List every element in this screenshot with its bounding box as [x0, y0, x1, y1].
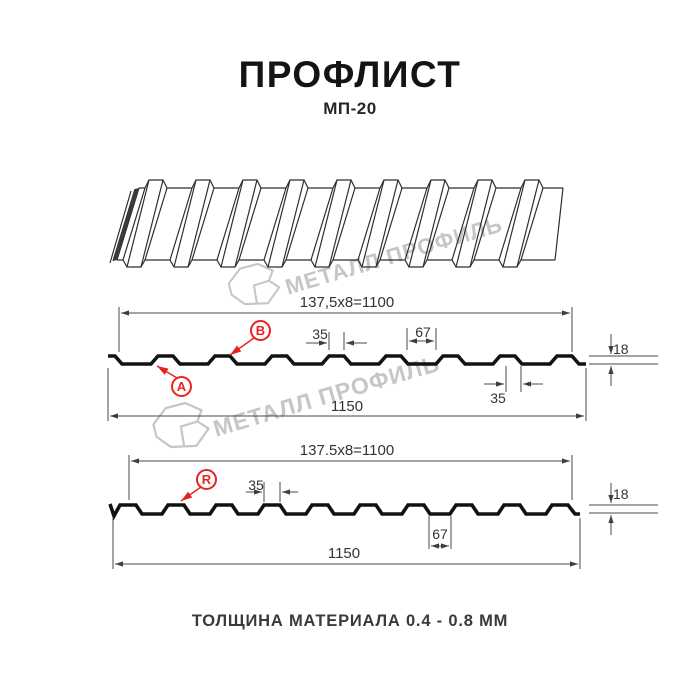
point-b-badge: B [250, 320, 271, 341]
reverse-pitch-dimension: 137.5x8=1100 [299, 442, 395, 459]
metall-profil-logo-icon [152, 402, 210, 449]
front-profile-height: 18 [613, 341, 629, 357]
material-thickness-note: ТОЛЩИНА МАТЕРИАЛА 0.4 - 0.8 ММ [191, 612, 509, 630]
front-rib-bottom-width: 35 [490, 390, 506, 406]
profile-section-reverse [108, 455, 658, 569]
reverse-profile-height: 18 [613, 486, 629, 502]
front-rib-top-width: 35 [312, 326, 328, 342]
page-title: ПРОФЛИСТ [238, 54, 462, 95]
profile-section-front [107, 307, 658, 421]
front-pitch-dimension: 137,5x8=1100 [299, 294, 395, 311]
profile-model-subtitle: МП-20 [323, 99, 377, 118]
reverse-valley-width: 67 [432, 526, 448, 542]
front-overall-width: 1150 [330, 398, 364, 415]
point-r-badge: R [196, 469, 217, 490]
sheet-3d-view [109, 179, 564, 268]
front-valley-width: 67 [415, 324, 431, 340]
metall-profil-logo-icon [227, 263, 281, 306]
reverse-overall-width: 1150 [327, 545, 361, 562]
point-a-badge: A [171, 376, 192, 397]
reverse-rib-top-width: 35 [248, 477, 264, 493]
